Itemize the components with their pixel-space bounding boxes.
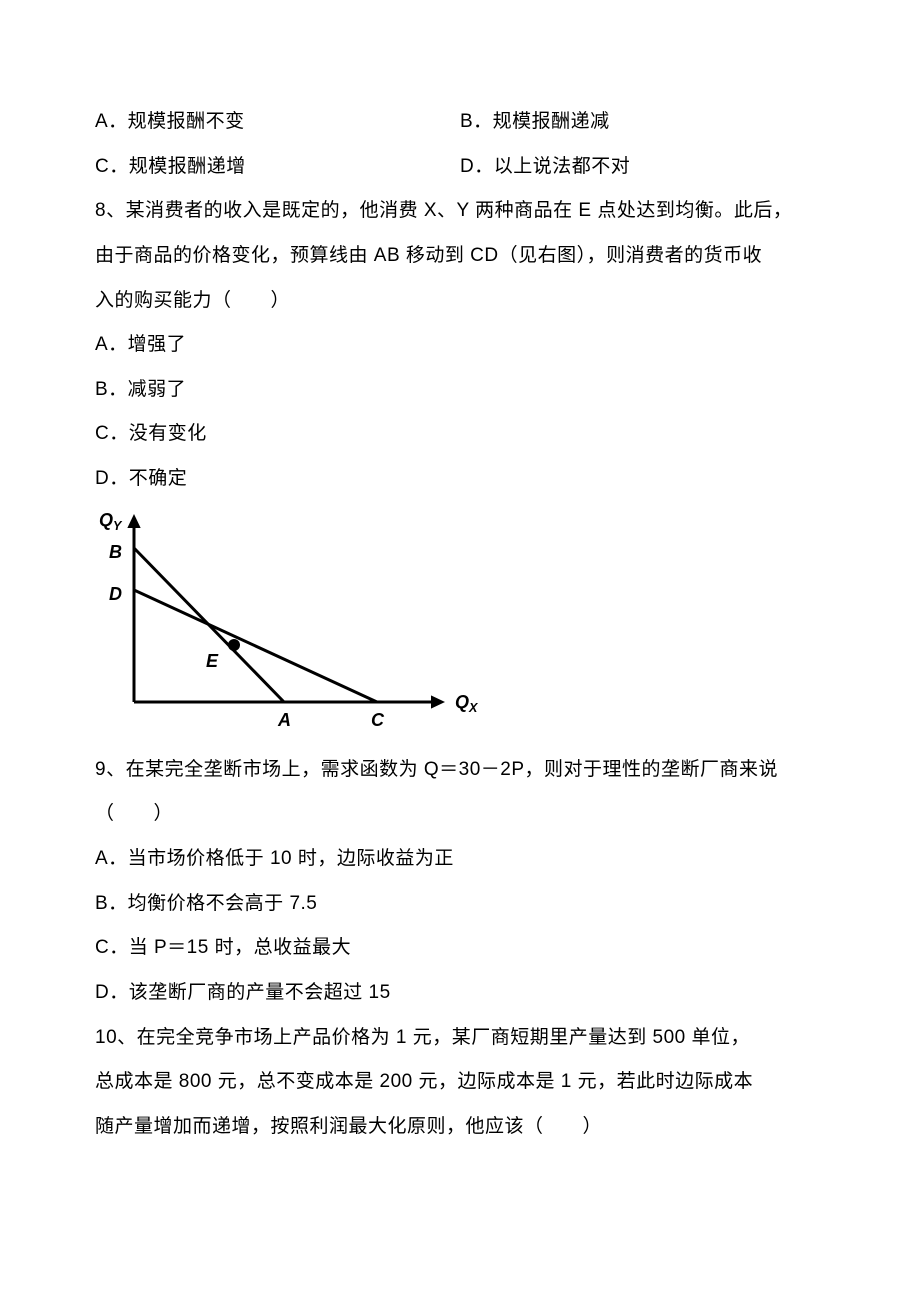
svg-text:E: E	[206, 651, 219, 671]
q8-option-c: C．没有变化	[95, 412, 825, 457]
q7-option-d: D．以上说法都不对	[460, 145, 630, 190]
q7-option-row-2: C．规模报酬递增 D．以上说法都不对	[95, 145, 825, 190]
q9-option-d: D．该垄断厂商的产量不会超过 15	[95, 971, 825, 1016]
q10-stem-3: 随产量增加而递增，按照利润最大化原则，他应该（ ）	[95, 1105, 825, 1150]
svg-text:QX: QX	[455, 692, 479, 715]
q10-stem-2: 总成本是 800 元，总不变成本是 200 元，边际成本是 1 元，若此时边际成…	[95, 1060, 825, 1105]
svg-text:D: D	[109, 584, 122, 604]
q8-stem-3: 入的购买能力（ ）	[95, 279, 825, 324]
q7-option-row-1: A．规模报酬不变 B．规模报酬递减	[95, 100, 825, 145]
q8-stem-1: 8、某消费者的收入是既定的，他消费 X、Y 两种商品在 E 点处达到均衡。此后，	[95, 189, 825, 234]
q9-stem-2: （ ）	[95, 792, 825, 837]
q9-stem-1: 9、在某完全垄断市场上，需求函数为 Q＝30－2P，则对于理性的垄断厂商来说	[95, 748, 825, 793]
q9-option-a: A．当市场价格低于 10 时，边际收益为正	[95, 837, 825, 882]
q10-stem-1: 10、在完全竞争市场上产品价格为 1 元，某厂商短期里产量达到 500 单位，	[95, 1016, 825, 1061]
q7-option-c: C．规模报酬递增	[95, 145, 460, 190]
q8-option-a: A．增强了	[95, 323, 825, 368]
q9-option-c: C．当 P＝15 时，总收益最大	[95, 926, 825, 971]
svg-text:B: B	[109, 542, 122, 562]
q7-option-b: B．规模报酬递减	[460, 100, 610, 145]
q8-option-d: D．不确定	[95, 457, 825, 502]
svg-text:QY: QY	[99, 510, 123, 533]
q9-option-b: B．均衡价格不会高于 7.5	[95, 882, 825, 927]
svg-text:C: C	[371, 710, 385, 730]
chart-svg: QY QX B D E A C	[89, 510, 484, 735]
q8-stem-2: 由于商品的价格变化，预算线由 AB 移动到 CD（见右图），则消费者的货币收	[95, 234, 825, 279]
q7-option-a: A．规模报酬不变	[95, 100, 460, 145]
budget-line-chart: QY QX B D E A C	[89, 510, 825, 740]
svg-text:A: A	[277, 710, 291, 730]
q8-option-b: B．减弱了	[95, 368, 825, 413]
